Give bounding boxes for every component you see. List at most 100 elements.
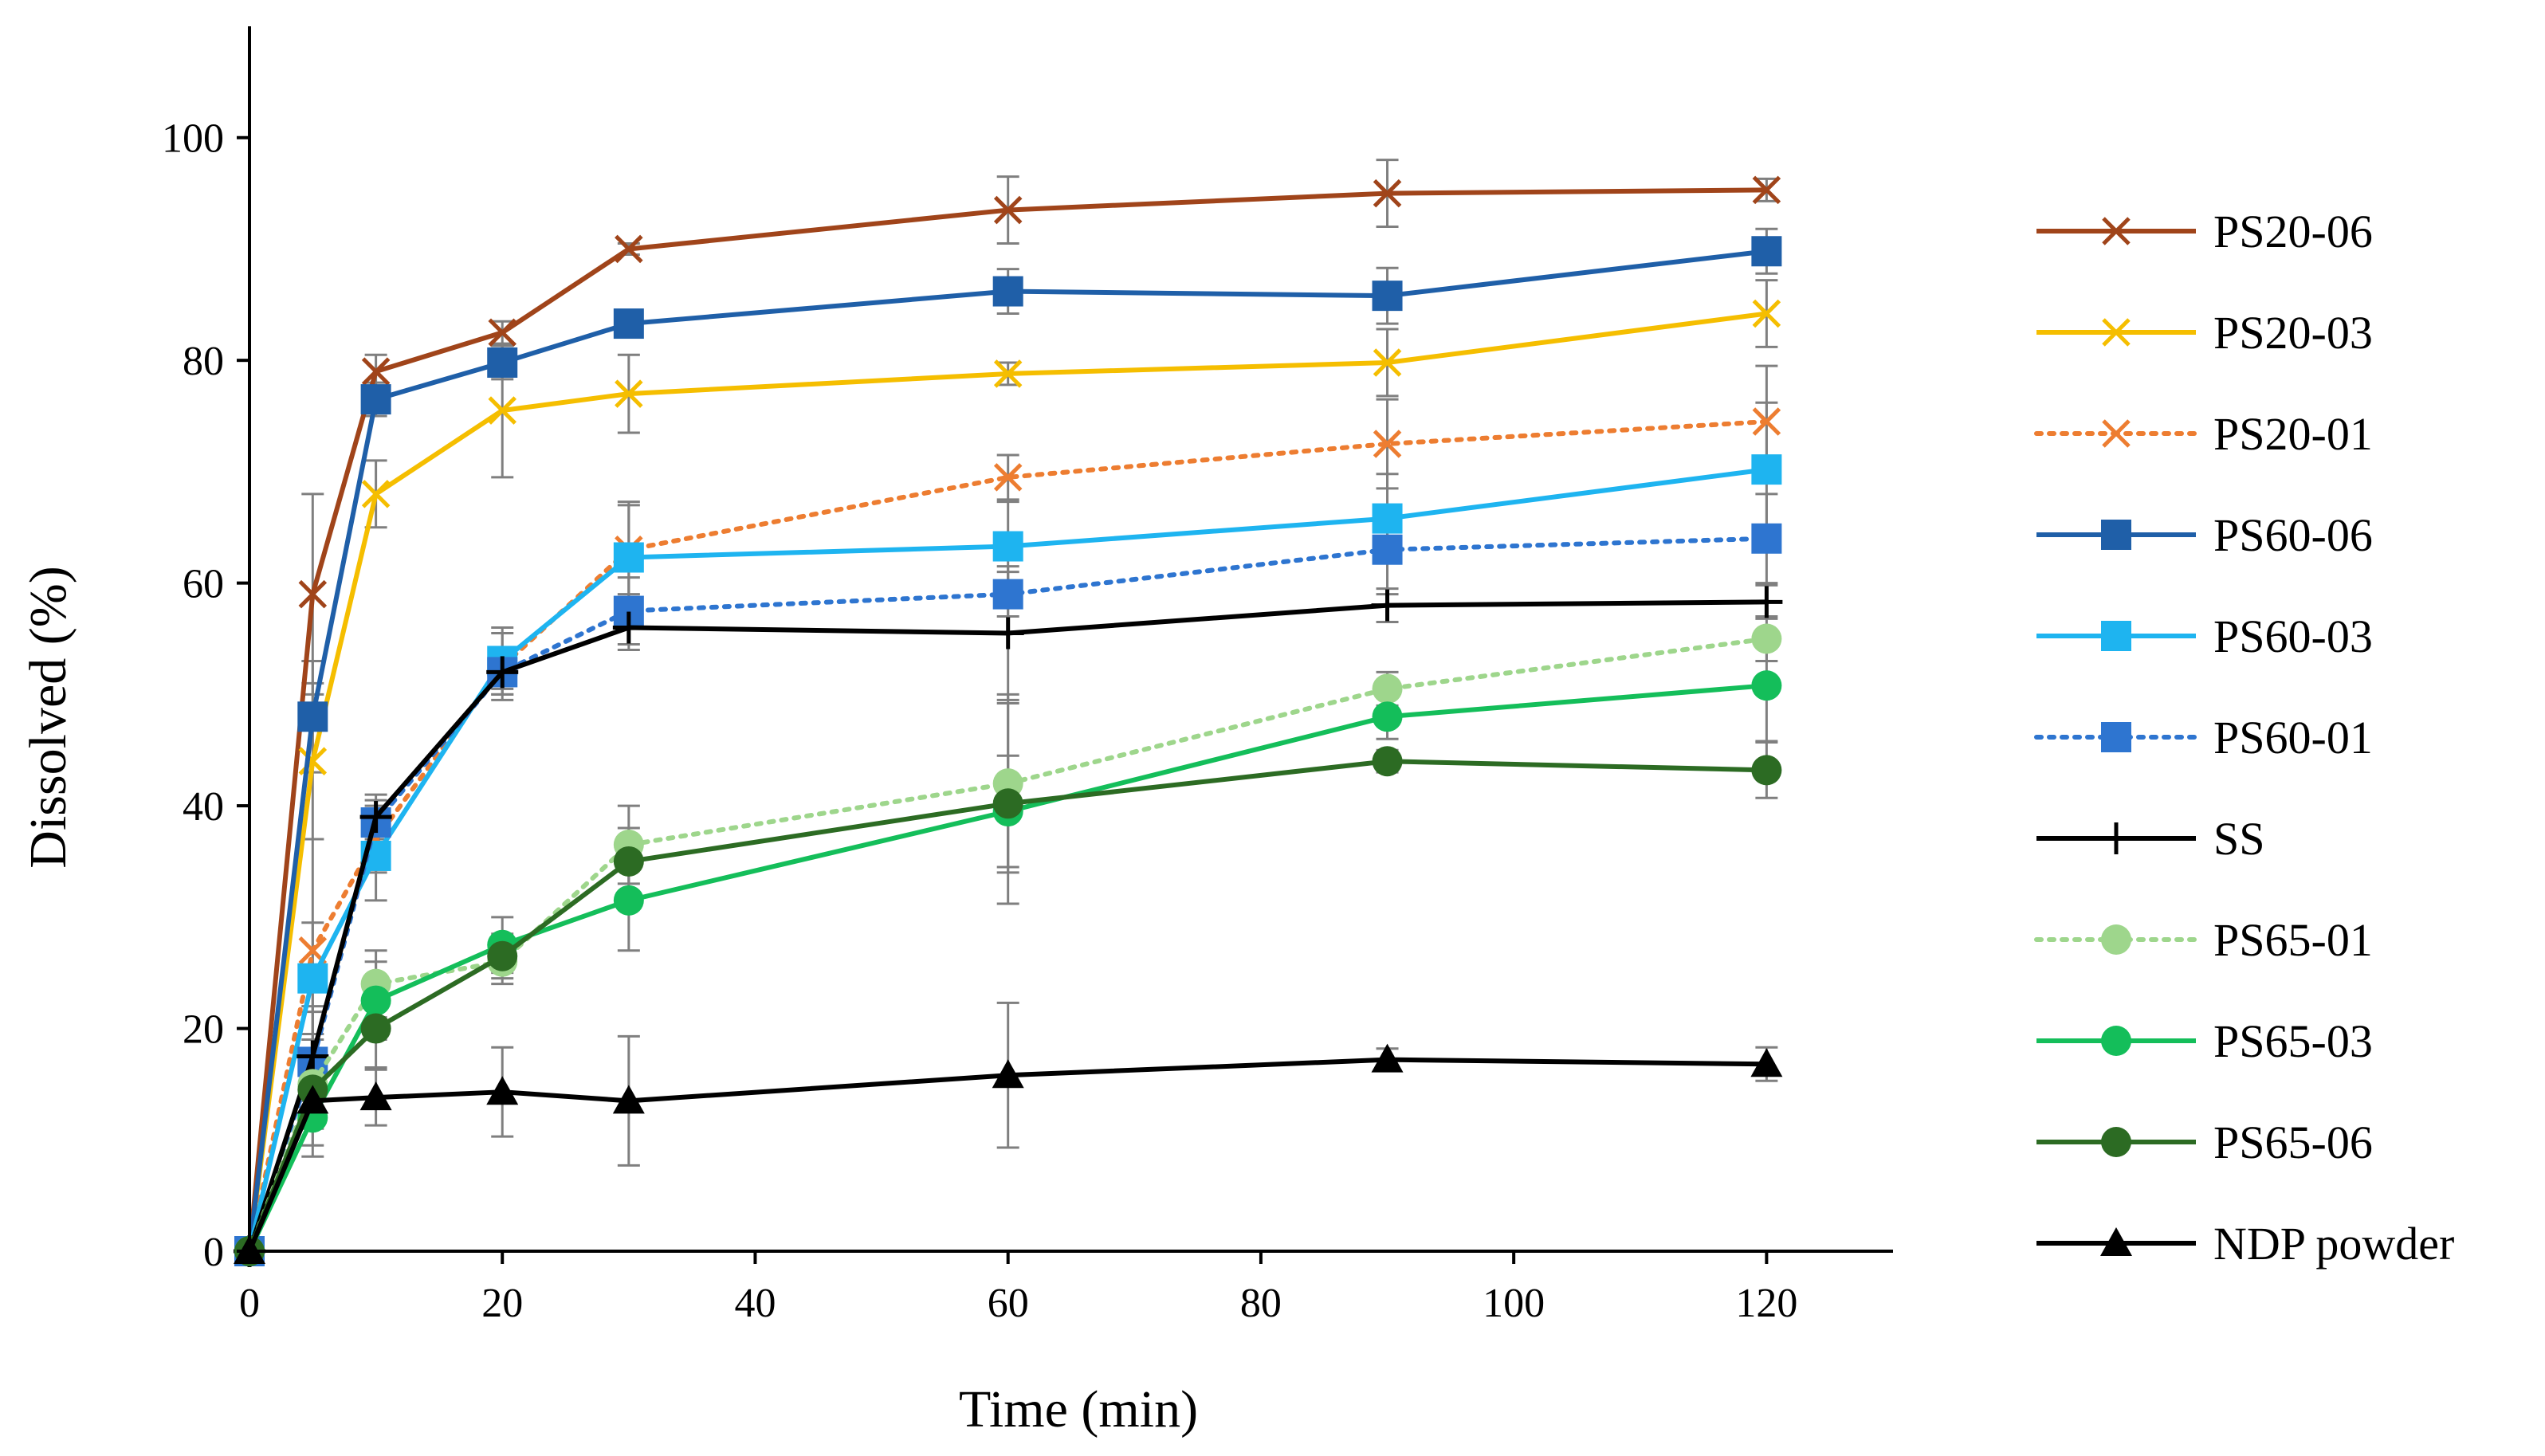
data-point	[486, 656, 519, 689]
data-point	[992, 276, 1023, 307]
marker-stroke	[1752, 299, 1781, 328]
series-line	[247, 599, 1767, 1252]
series-ndp-powder	[234, 1043, 1783, 1264]
x-tick-label: 0	[239, 1281, 260, 1326]
data-point	[1372, 503, 1403, 534]
marker-stroke	[1373, 430, 1402, 458]
data-point	[1372, 281, 1403, 312]
x-tick-label: 120	[1735, 1281, 1797, 1326]
data-point	[1371, 589, 1404, 622]
data-point	[613, 542, 644, 573]
marker-stroke	[2102, 419, 2131, 448]
data-point	[1752, 407, 1781, 436]
marker-stroke	[993, 463, 1023, 492]
marker-stroke	[1752, 175, 1781, 205]
legend: PS20-06 PS20-03 PS20-01 PS60-06 PS60-03 PS60-…	[2034, 206, 2454, 1270]
legend-label: NDP powder	[2213, 1218, 2454, 1270]
data-point	[486, 1076, 519, 1105]
marker-stroke	[361, 480, 391, 508]
data-point	[613, 885, 644, 916]
legend-label: PS65-03	[2213, 1015, 2373, 1067]
data-point	[361, 357, 391, 386]
legend-item: PS65-01	[2034, 914, 2373, 966]
series-line	[247, 636, 1769, 1254]
data-point	[1750, 1048, 1783, 1077]
legend-marker	[2100, 1227, 2132, 1256]
marker-stroke	[615, 379, 643, 408]
legend-marker	[2101, 1127, 2131, 1157]
marker-stroke	[615, 234, 643, 264]
data-point	[992, 788, 1023, 819]
data-point	[487, 940, 518, 971]
marker-stroke	[298, 936, 328, 965]
data-point	[487, 347, 518, 378]
x-axis-title: Time (min)	[959, 1380, 1198, 1438]
y-tick-label: 0	[203, 1230, 224, 1275]
legend-label: PS65-01	[2213, 914, 2373, 966]
data-point	[1371, 1043, 1404, 1073]
data-point	[488, 396, 516, 425]
data-point	[615, 379, 643, 408]
data-point	[1372, 746, 1403, 777]
marker-stroke	[488, 396, 516, 425]
series-line	[247, 249, 1767, 1252]
y-tick-label: 80	[183, 339, 224, 384]
marker-stroke	[298, 579, 328, 609]
data-point	[1372, 673, 1403, 704]
legend-marker	[2102, 217, 2131, 245]
data-point	[360, 985, 391, 1016]
data-point	[359, 801, 392, 834]
series-line	[247, 1057, 1767, 1253]
data-point	[1751, 523, 1782, 554]
data-point	[1751, 755, 1782, 786]
marker-stroke	[993, 195, 1023, 225]
data-point	[1752, 299, 1781, 328]
marker-stroke	[2102, 318, 2131, 347]
data-point	[612, 1085, 645, 1114]
y-axis-title: Dissolved (%)	[19, 566, 77, 868]
y-tick-label: 40	[183, 784, 224, 830]
data-point	[1752, 175, 1781, 205]
marker-stroke	[1373, 179, 1402, 208]
legend-label: PS20-01	[2213, 408, 2373, 460]
data-point	[1751, 670, 1782, 701]
legend-marker	[2102, 419, 2131, 448]
data-point	[613, 846, 644, 877]
legend-label: PS20-06	[2213, 206, 2373, 257]
x-tick-label: 60	[988, 1281, 1029, 1326]
data-point	[1751, 236, 1782, 267]
y-tick-label: 20	[183, 1007, 224, 1053]
x-tick-label: 40	[734, 1281, 776, 1326]
data-point	[360, 1013, 391, 1044]
data-point	[297, 701, 328, 732]
data-point	[615, 234, 643, 264]
legend-label: SS	[2213, 813, 2265, 865]
data-point	[1373, 430, 1402, 458]
marker-stroke	[1752, 407, 1781, 436]
legend-label: PS20-03	[2213, 307, 2373, 359]
marker-stroke	[488, 318, 516, 347]
plot-area	[234, 159, 1783, 1267]
data-point	[1373, 348, 1402, 377]
data-point	[298, 579, 328, 609]
axes: 0 20 40 60 80 100 120 0 20 40 60 80 100	[162, 26, 1893, 1326]
legend-marker	[2101, 924, 2131, 955]
y-tick-label: 60	[183, 562, 224, 607]
legend-item: NDP powder	[2036, 1218, 2454, 1270]
legend-label: PS60-01	[2213, 712, 2373, 763]
data-point	[613, 308, 644, 339]
legend-marker	[2101, 520, 2131, 550]
series-line	[247, 467, 1767, 1252]
marker-stroke	[993, 359, 1023, 388]
data-point	[297, 1040, 329, 1073]
data-point	[992, 1059, 1024, 1089]
x-tick-label: 20	[481, 1281, 523, 1326]
legend-item: SS	[2036, 813, 2265, 865]
data-point	[993, 195, 1023, 225]
legend-item: PS60-03	[2036, 610, 2373, 662]
data-point	[488, 318, 516, 347]
marker-stroke	[1373, 348, 1402, 377]
data-point	[992, 579, 1023, 610]
data-point	[297, 963, 328, 994]
